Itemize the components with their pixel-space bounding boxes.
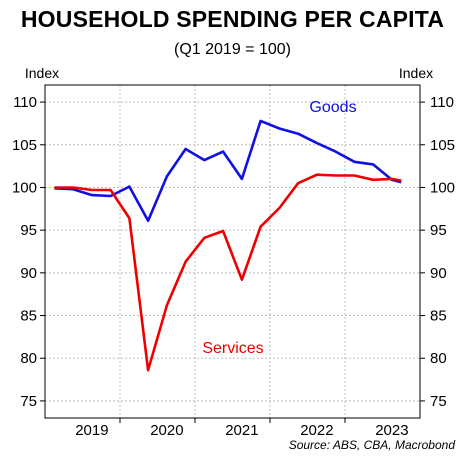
y-tick-label-right: 75 xyxy=(430,393,447,410)
y-tick-label-left: 80 xyxy=(20,350,37,367)
series-label-goods: Goods xyxy=(309,99,356,116)
plot-frame xyxy=(44,84,421,419)
y-tick-label-left: 90 xyxy=(20,265,37,282)
x-tick-label: 2021 xyxy=(225,422,258,439)
y-tick-label-left: 110 xyxy=(13,94,37,111)
series-line-goods xyxy=(54,119,402,223)
y-tick-label-left: 105 xyxy=(12,137,37,154)
y-tick-label-right: 80 xyxy=(430,350,447,367)
y-tick-label-right: 110 xyxy=(430,94,454,111)
y-tick-label-right: 95 xyxy=(430,222,447,239)
y-tick-label-left: 75 xyxy=(20,393,37,410)
chart-title: HOUSEHOLD SPENDING PER CAPITA xyxy=(20,6,445,32)
source-note: Source: ABS, CBA, Macrobond xyxy=(288,438,455,452)
y-axis-unit-left: Index xyxy=(25,65,59,81)
x-tick-label: 2020 xyxy=(150,422,183,439)
y-tick-label-left: 85 xyxy=(20,308,37,325)
y-tick-label-right: 100 xyxy=(430,179,455,196)
chart-subtitle: (Q1 2019 = 100) xyxy=(174,41,291,58)
x-tick-label: 2023 xyxy=(375,422,408,439)
y-tick-label-left: 100 xyxy=(12,179,37,196)
x-tick-label: 2019 xyxy=(75,422,108,439)
y-tick-label-right: 90 xyxy=(430,265,447,282)
series-label-services: Services xyxy=(202,340,263,357)
y-tick-label-right: 85 xyxy=(430,308,447,325)
y-tick-label-left: 95 xyxy=(20,222,37,239)
y-tick-label-right: 105 xyxy=(430,137,455,154)
y-axis-unit-right: Index xyxy=(399,65,433,81)
x-tick-label: 2022 xyxy=(300,422,333,439)
series-line-services xyxy=(54,173,402,372)
